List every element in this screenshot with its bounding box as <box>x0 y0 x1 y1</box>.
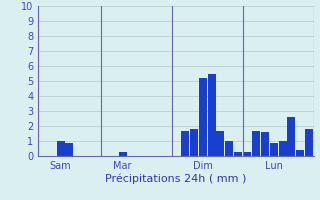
Bar <box>261 132 269 156</box>
Bar <box>66 142 74 156</box>
Bar <box>287 117 295 156</box>
Bar <box>207 73 215 156</box>
Bar <box>216 130 224 156</box>
Bar <box>181 130 189 156</box>
X-axis label: Précipitations 24h ( mm ): Précipitations 24h ( mm ) <box>105 174 247 184</box>
Bar <box>252 130 260 156</box>
Bar <box>225 141 233 156</box>
Bar <box>190 129 198 156</box>
Bar <box>234 152 242 156</box>
Bar <box>305 129 313 156</box>
Bar <box>296 150 304 156</box>
Bar <box>270 142 278 156</box>
Bar <box>199 78 207 156</box>
Bar <box>57 141 65 156</box>
Bar <box>119 152 127 156</box>
Bar <box>243 152 251 156</box>
Bar <box>278 141 286 156</box>
